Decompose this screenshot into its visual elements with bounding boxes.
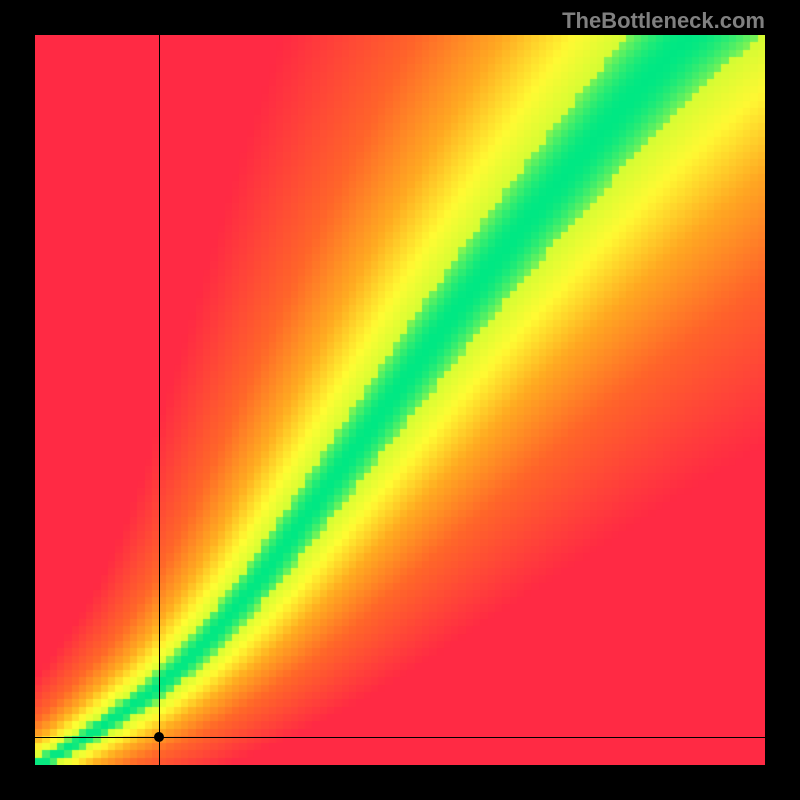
- chart-container: TheBottleneck.com: [0, 0, 800, 800]
- crosshair-vertical: [159, 35, 160, 765]
- heatmap-canvas: [35, 35, 765, 765]
- watermark-text: TheBottleneck.com: [562, 8, 765, 34]
- heatmap-plot-area: [35, 35, 765, 765]
- crosshair-marker: [154, 732, 164, 742]
- crosshair-horizontal: [35, 737, 765, 738]
